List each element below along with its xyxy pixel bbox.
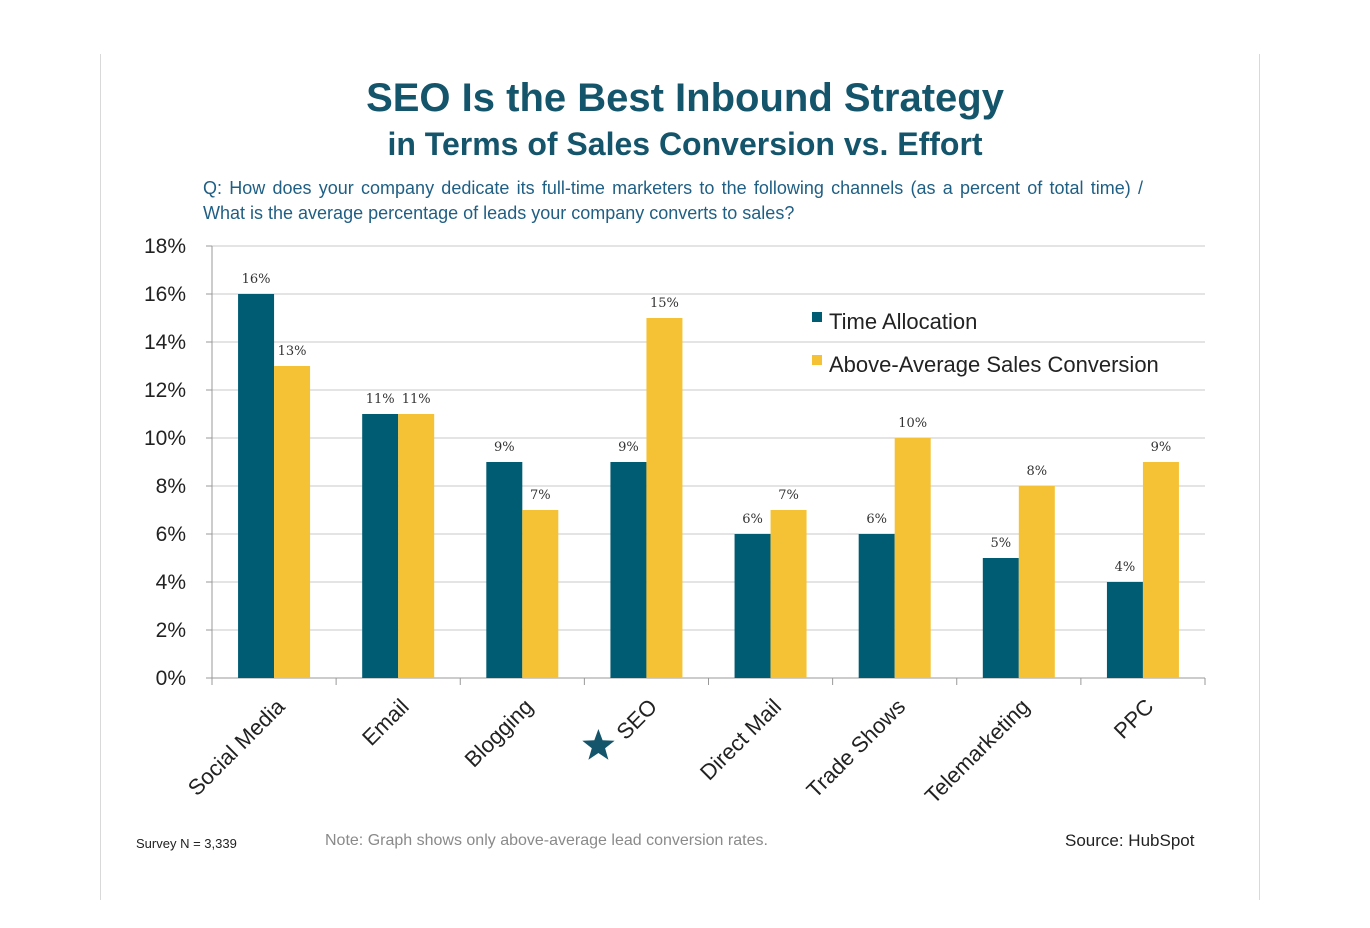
y-tick-label: 10% <box>144 427 186 450</box>
bar <box>1106 582 1143 678</box>
source-credit: Source: HubSpot <box>1065 831 1195 850</box>
legend-label: Time Allocation <box>829 309 977 334</box>
y-tick-label: 14% <box>144 331 186 354</box>
data-label: 9% <box>1151 440 1172 455</box>
y-tick-label: 12% <box>144 379 186 402</box>
data-label: 9% <box>494 440 515 455</box>
data-label: 5% <box>991 536 1012 551</box>
bar <box>1018 486 1055 678</box>
bar <box>982 558 1019 678</box>
bar <box>522 510 559 678</box>
x-category-label: Telemarketing <box>920 694 1035 809</box>
star-icon <box>582 729 615 760</box>
chart-subtitle: in Terms of Sales Conversion vs. Effort <box>387 126 983 162</box>
bar <box>610 462 647 678</box>
data-label: 6% <box>742 512 763 527</box>
bar <box>894 438 931 678</box>
footnote: Note: Graph shows only above-average lea… <box>325 832 768 849</box>
data-label: 11% <box>366 392 395 407</box>
bar <box>770 510 807 678</box>
bar <box>274 366 311 678</box>
x-category-label: Email <box>357 694 414 751</box>
chart-frame <box>100 54 1260 900</box>
data-label: 16% <box>242 272 271 287</box>
legend-swatch <box>812 312 822 322</box>
y-tick-label: 16% <box>144 283 186 306</box>
bar <box>486 462 523 678</box>
y-tick-label: 4% <box>156 571 186 594</box>
data-label: 8% <box>1027 464 1048 479</box>
x-category-label: Direct Mail <box>695 694 786 785</box>
chart-title: SEO Is the Best Inbound Strategy <box>366 76 1004 120</box>
x-category-label: Trade Shows <box>801 694 910 803</box>
bar <box>646 318 683 678</box>
bar <box>398 414 435 678</box>
x-category-label: Social Media <box>183 693 290 800</box>
bar <box>858 534 895 678</box>
data-label: 15% <box>650 296 679 311</box>
y-tick-label: 2% <box>156 619 186 642</box>
bar <box>362 414 399 678</box>
bar <box>238 294 275 678</box>
y-tick-label: 8% <box>156 475 186 498</box>
data-label: 13% <box>278 344 307 359</box>
data-label: 10% <box>898 416 927 431</box>
data-label: 7% <box>778 488 799 503</box>
data-label: 11% <box>402 392 431 407</box>
bar <box>1142 462 1179 678</box>
bar <box>734 534 771 678</box>
y-tick-label: 0% <box>156 667 186 690</box>
x-category-label: PPC <box>1109 694 1159 744</box>
y-tick-label: 6% <box>156 523 186 546</box>
survey-size: Survey N = 3,339 <box>136 836 237 851</box>
x-category-label: Blogging <box>460 694 538 772</box>
data-label: 4% <box>1115 560 1136 575</box>
legend-label: Above-Average Sales Conversion <box>829 352 1159 377</box>
x-category-label: SEO <box>611 694 662 745</box>
data-label: 9% <box>618 440 639 455</box>
survey-question: Q: How does your company dedicate its fu… <box>203 178 1143 223</box>
data-label: 7% <box>530 488 551 503</box>
legend-swatch <box>812 355 822 365</box>
data-label: 6% <box>866 512 887 527</box>
y-tick-label: 18% <box>144 235 186 258</box>
